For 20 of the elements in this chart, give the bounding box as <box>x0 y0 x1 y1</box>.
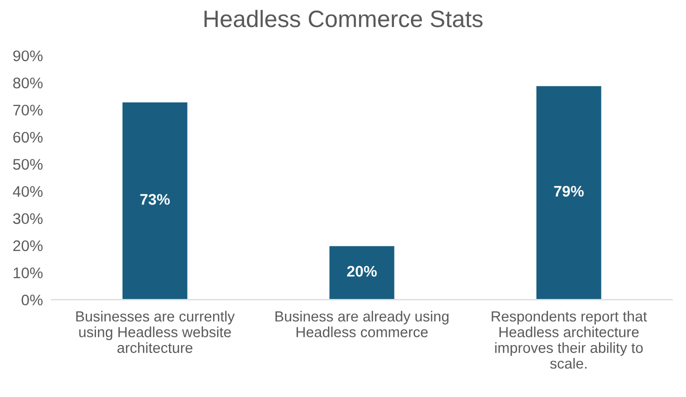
y-tick-label: 60% <box>13 132 43 143</box>
x-tick-label: Business are already using Headless commerce <box>276 310 448 338</box>
y-tick-label: 0% <box>22 294 43 306</box>
bar <box>535 84 603 300</box>
x-tick-label: Businesses are currently using Headless website architecture <box>76 310 235 353</box>
chart-title: Headless Commerce Stats <box>204 10 483 28</box>
bar <box>121 101 189 300</box>
y-tick-label: 30% <box>13 213 43 224</box>
data-label: 20% <box>347 266 377 277</box>
y-tick-label: 90% <box>13 50 43 62</box>
y-tick-label: 50% <box>13 158 43 170</box>
y-tick-label: 40% <box>12 186 43 197</box>
y-tick-label: 70% <box>13 104 43 116</box>
x-tick-label: Respondents report that Headless architecture improves their ability to scale. <box>492 310 647 369</box>
y-tick-label: 20% <box>13 240 43 252</box>
y-tick-label: 10% <box>14 267 43 278</box>
data-label: 73% <box>140 194 170 205</box>
y-tick-label: 80% <box>13 78 43 88</box>
data-label: 79% <box>554 186 584 197</box>
bar <box>328 244 396 300</box>
